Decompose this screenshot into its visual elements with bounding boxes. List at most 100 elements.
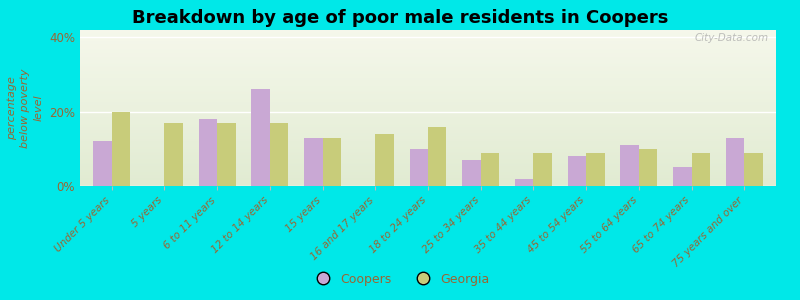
Bar: [80, 142, 776, 144]
Bar: [80, 117, 776, 119]
Bar: [80, 43, 776, 44]
Bar: [80, 83, 776, 85]
Bar: [80, 127, 776, 128]
Bar: [80, 136, 776, 138]
Bar: [515, 178, 534, 186]
Bar: [80, 105, 776, 106]
Bar: [673, 167, 692, 186]
Bar: [80, 144, 776, 146]
Bar: [744, 153, 763, 186]
Bar: [80, 64, 776, 66]
Bar: [80, 36, 776, 38]
Bar: [80, 169, 776, 170]
Bar: [80, 52, 776, 53]
Bar: [80, 39, 776, 41]
Bar: [80, 147, 776, 148]
Bar: [586, 153, 605, 186]
Bar: [80, 94, 776, 95]
Bar: [80, 108, 776, 110]
Bar: [251, 89, 270, 186]
Bar: [80, 78, 776, 80]
Bar: [80, 70, 776, 72]
Legend: Coopers, Georgia: Coopers, Georgia: [306, 268, 494, 291]
Bar: [80, 122, 776, 124]
Bar: [80, 153, 776, 155]
Bar: [80, 99, 776, 100]
Bar: [80, 58, 776, 60]
Bar: [80, 160, 776, 161]
Bar: [80, 69, 776, 70]
Bar: [80, 35, 776, 36]
Text: City-Data.com: City-Data.com: [695, 33, 769, 43]
Bar: [198, 119, 217, 186]
Bar: [80, 148, 776, 150]
Bar: [304, 138, 322, 186]
Bar: [534, 153, 552, 186]
Bar: [80, 128, 776, 130]
Bar: [80, 38, 776, 39]
Bar: [80, 74, 776, 75]
Bar: [80, 75, 776, 77]
Bar: [80, 184, 776, 186]
Bar: [80, 166, 776, 167]
Bar: [93, 141, 112, 186]
Bar: [80, 141, 776, 142]
Bar: [80, 66, 776, 68]
Bar: [80, 116, 776, 117]
Bar: [80, 86, 776, 88]
Bar: [270, 123, 288, 186]
Bar: [80, 114, 776, 116]
Bar: [80, 173, 776, 175]
Bar: [80, 85, 776, 86]
Bar: [726, 138, 744, 186]
Bar: [410, 149, 428, 186]
Bar: [217, 123, 235, 186]
Bar: [80, 47, 776, 49]
Bar: [568, 156, 586, 186]
Bar: [80, 150, 776, 152]
Bar: [322, 138, 341, 186]
Bar: [80, 146, 776, 147]
Bar: [80, 158, 776, 160]
Bar: [80, 60, 776, 61]
Bar: [80, 77, 776, 78]
Bar: [639, 149, 658, 186]
Bar: [80, 125, 776, 127]
Bar: [80, 49, 776, 50]
Bar: [80, 111, 776, 113]
Bar: [80, 46, 776, 47]
Bar: [80, 119, 776, 121]
Bar: [481, 153, 499, 186]
Bar: [80, 97, 776, 99]
Bar: [80, 82, 776, 83]
Bar: [80, 50, 776, 52]
Bar: [80, 91, 776, 92]
Bar: [80, 32, 776, 33]
Bar: [80, 102, 776, 103]
Bar: [80, 95, 776, 97]
Bar: [80, 103, 776, 105]
Bar: [80, 121, 776, 122]
Bar: [80, 177, 776, 178]
Bar: [80, 167, 776, 169]
Bar: [80, 80, 776, 82]
Bar: [462, 160, 481, 186]
Bar: [80, 56, 776, 58]
Bar: [80, 63, 776, 64]
Bar: [428, 127, 446, 186]
Bar: [80, 170, 776, 172]
Bar: [80, 139, 776, 141]
Bar: [80, 133, 776, 134]
Bar: [80, 33, 776, 35]
Y-axis label: percentage
below poverty
level: percentage below poverty level: [7, 68, 43, 148]
Bar: [692, 153, 710, 186]
Bar: [80, 92, 776, 94]
Bar: [80, 72, 776, 74]
Bar: [80, 130, 776, 131]
Bar: [80, 131, 776, 133]
Bar: [80, 155, 776, 156]
Bar: [80, 106, 776, 108]
Bar: [80, 30, 776, 31]
Bar: [80, 163, 776, 164]
Bar: [80, 89, 776, 91]
